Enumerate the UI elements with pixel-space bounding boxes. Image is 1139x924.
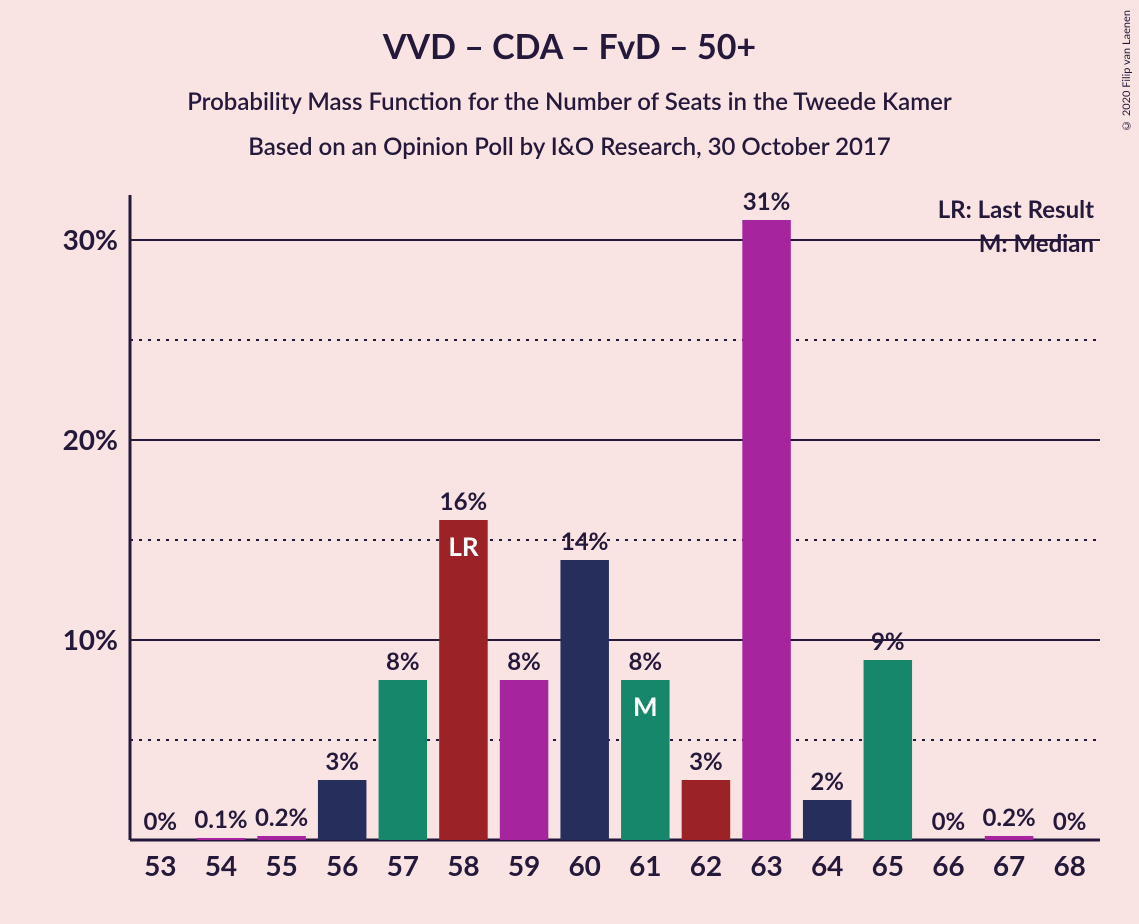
bar-value-label: 3% <box>325 747 359 776</box>
xtick-label: 64 <box>811 848 843 882</box>
xtick-label: 59 <box>508 848 540 882</box>
xtick-label: 53 <box>144 848 176 882</box>
xtick-label: 56 <box>326 848 358 882</box>
bar-value-label: 0% <box>1053 807 1087 836</box>
xtick-label: 60 <box>568 848 600 882</box>
bar-value-label: 8% <box>629 647 663 676</box>
bar <box>864 660 913 840</box>
bar-value-label: 0% <box>932 807 966 836</box>
bar <box>257 836 306 840</box>
ytick-label: 10% <box>63 622 118 656</box>
xtick-label: 68 <box>1053 848 1085 882</box>
bar-chart-svg: 10% 20% 30% 0% 53 0.1% 54 0.2% 55 3% 56 8% 57 16% LR 58… <box>40 190 1115 890</box>
xtick-label: 66 <box>932 848 964 882</box>
chart-title: VVD – CDA – FvD – 50+ <box>0 0 1139 67</box>
bar-value-label: 8% <box>386 647 420 676</box>
bar-value-label: 14% <box>561 527 609 556</box>
chart-subtitle-1: Probability Mass Function for the Number… <box>0 87 1139 116</box>
bar-value-label: 31% <box>743 190 791 216</box>
bar <box>318 780 367 840</box>
bar-value-label: 0.2% <box>982 803 1035 832</box>
bar <box>985 836 1034 840</box>
xtick-label: 58 <box>447 848 479 882</box>
bar-annotation: LR <box>448 530 479 562</box>
bar-value-label: 3% <box>689 747 723 776</box>
xtick-label: 57 <box>387 848 419 882</box>
xtick-label: 54 <box>205 848 237 882</box>
xtick-label: 55 <box>265 848 297 882</box>
bar <box>439 520 488 840</box>
bar <box>500 680 549 840</box>
bar-value-label: 0.2% <box>255 803 308 832</box>
xtick-label: 67 <box>993 848 1025 882</box>
copyright-text: © 2020 Filip van Laenen <box>1120 10 1133 132</box>
bar <box>803 800 852 840</box>
bar <box>197 838 246 840</box>
bar <box>560 560 609 840</box>
ytick-label: 20% <box>63 422 118 456</box>
chart-area: 10% 20% 30% 0% 53 0.1% 54 0.2% 55 3% 56 8% 57 16% LR 58… <box>40 190 1115 890</box>
ytick-label: 30% <box>63 222 118 256</box>
legend-lr: LR: Last Result <box>938 195 1094 224</box>
bar-annotation: M <box>633 690 658 722</box>
xtick-label: 61 <box>629 848 661 882</box>
bar-value-label: 0% <box>144 807 178 836</box>
legend-m: M: Median <box>979 229 1094 258</box>
bar-value-label: 2% <box>810 767 844 796</box>
bar-value-label: 0.1% <box>194 805 247 834</box>
chart-subtitle-2: Based on an Opinion Poll by I&O Research… <box>0 132 1139 161</box>
xtick-label: 65 <box>872 848 904 882</box>
bar-value-label: 8% <box>507 647 541 676</box>
bar <box>379 680 428 840</box>
bar-value-label: 9% <box>871 627 905 656</box>
bar <box>682 780 731 840</box>
bar <box>742 220 791 840</box>
bar-value-label: 16% <box>440 487 488 516</box>
xtick-label: 63 <box>750 848 782 882</box>
xtick-label: 62 <box>690 848 722 882</box>
